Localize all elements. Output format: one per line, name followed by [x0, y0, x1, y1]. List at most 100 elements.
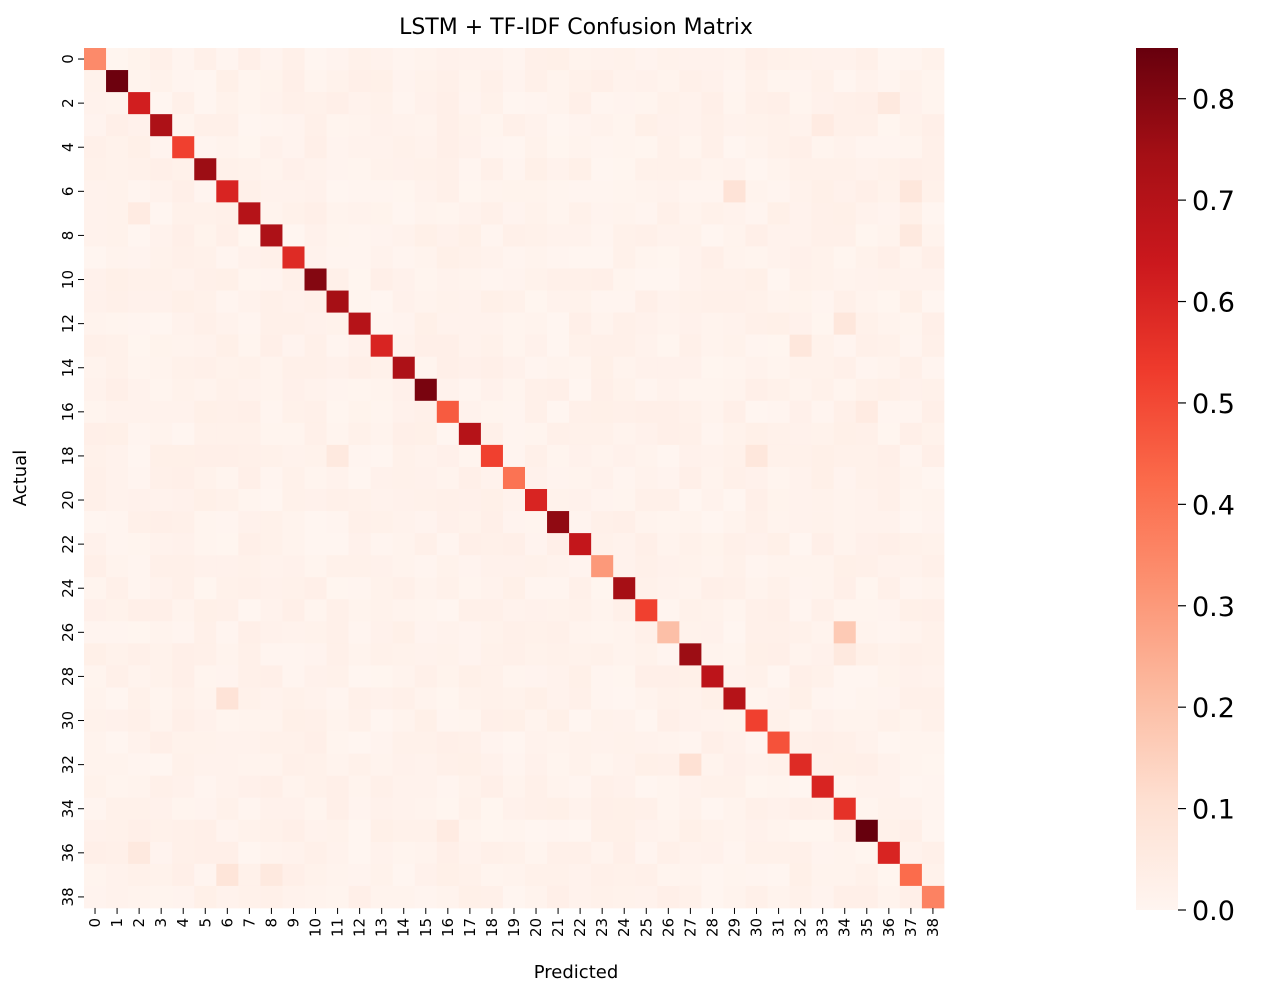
heatmap-cell [877, 533, 901, 556]
heatmap-cell [326, 555, 349, 578]
heatmap-cell [414, 775, 438, 799]
heatmap-cell [414, 731, 438, 754]
heatmap-cell [304, 400, 327, 424]
heatmap-cell [833, 224, 857, 247]
heatmap-cell [348, 400, 372, 424]
heatmap-cell [238, 819, 261, 843]
heatmap-cell [569, 92, 592, 115]
heatmap-cell [326, 709, 349, 732]
heatmap-cell [326, 268, 349, 291]
heatmap-cell [480, 246, 504, 269]
heatmap-cell [150, 268, 173, 291]
heatmap-cell [789, 356, 813, 380]
heatmap-cell [414, 400, 438, 424]
heatmap-cell [635, 621, 658, 644]
heatmap-cell [855, 466, 879, 490]
heatmap-cell [635, 400, 658, 424]
heatmap-cell [591, 466, 614, 490]
heatmap-cell [657, 511, 680, 534]
heatmap-cell [106, 466, 129, 490]
heatmap-cell [635, 687, 658, 710]
heatmap-cell [260, 841, 283, 865]
heatmap-cell [414, 709, 438, 732]
heatmap-cell [613, 114, 636, 137]
heatmap-cell [304, 665, 327, 688]
heatmap-cell [569, 444, 592, 468]
heatmap-cell [701, 378, 724, 402]
heatmap-cell [701, 709, 724, 732]
heatmap-cell [238, 731, 261, 754]
heatmap-cell [84, 224, 107, 247]
heatmap-cell [194, 885, 217, 909]
heatmap-cell [172, 378, 195, 402]
heatmap-cell [436, 334, 460, 358]
x-tick-label: 10 [307, 918, 325, 937]
heatmap-cell [745, 114, 768, 137]
heatmap-cell [833, 621, 857, 644]
x-tick-label: 24 [615, 918, 633, 937]
heatmap-cell [392, 92, 416, 115]
heatmap-cell [591, 621, 614, 644]
heatmap-cell [502, 731, 526, 754]
heatmap-cell [480, 312, 504, 336]
heatmap-cell [767, 533, 790, 556]
heatmap-cell [392, 841, 416, 865]
heatmap-cell [502, 841, 526, 865]
heatmap-cell [194, 863, 217, 887]
heatmap-cell [877, 577, 901, 600]
heatmap-cell [899, 643, 923, 666]
heatmap-cell [436, 687, 460, 710]
heatmap-cell [128, 863, 151, 887]
heatmap-cell [921, 731, 945, 754]
heatmap-cell [106, 202, 129, 225]
heatmap-cell [502, 489, 526, 512]
heatmap-cell [767, 466, 790, 490]
heatmap-cell [238, 709, 261, 732]
heatmap-cell [921, 268, 945, 291]
heatmap-cell [326, 356, 349, 380]
heatmap-cell [436, 92, 460, 115]
heatmap-cell [414, 444, 438, 468]
heatmap-cell [458, 775, 482, 799]
heatmap-cell [502, 819, 526, 843]
heatmap-cell [811, 599, 835, 622]
heatmap-cell [260, 577, 283, 600]
heatmap-cell [635, 819, 658, 843]
heatmap-cell [723, 92, 746, 115]
heatmap-cell [921, 709, 945, 732]
x-tick-label: 8 [262, 918, 280, 928]
heatmap-cell [921, 378, 945, 402]
heatmap-cell [392, 643, 416, 666]
heatmap-cell [480, 334, 504, 358]
heatmap-cell [480, 533, 504, 556]
heatmap-cell [701, 290, 724, 313]
heatmap-cell [591, 841, 614, 865]
heatmap-cell [194, 731, 217, 754]
heatmap-cell [811, 577, 835, 600]
heatmap-cell [789, 268, 813, 291]
heatmap-cell [767, 841, 790, 865]
heatmap-cell [128, 334, 151, 358]
heatmap-cell [613, 533, 636, 556]
heatmap-cell [745, 489, 768, 512]
heatmap-cell [899, 489, 923, 512]
x-tick-label: 5 [196, 918, 214, 928]
colorbar-tick-label: 0.4 [1192, 490, 1235, 521]
heatmap-cell [238, 224, 261, 247]
heatmap-cell [326, 224, 349, 247]
heatmap-cell [745, 687, 768, 710]
heatmap-cell [106, 312, 129, 336]
heatmap-cell [436, 885, 460, 909]
heatmap-cell [657, 665, 680, 688]
heatmap-cell [921, 489, 945, 512]
heatmap-cell [480, 753, 504, 777]
heatmap-cell [833, 422, 857, 446]
heatmap-cell [326, 92, 349, 115]
heatmap-cell [502, 180, 526, 203]
heatmap-cell [216, 775, 239, 799]
heatmap-cell [701, 312, 724, 336]
heatmap-cell [547, 312, 570, 336]
heatmap-cell [480, 687, 504, 710]
heatmap-cell [789, 202, 813, 225]
heatmap-cell [767, 599, 790, 622]
